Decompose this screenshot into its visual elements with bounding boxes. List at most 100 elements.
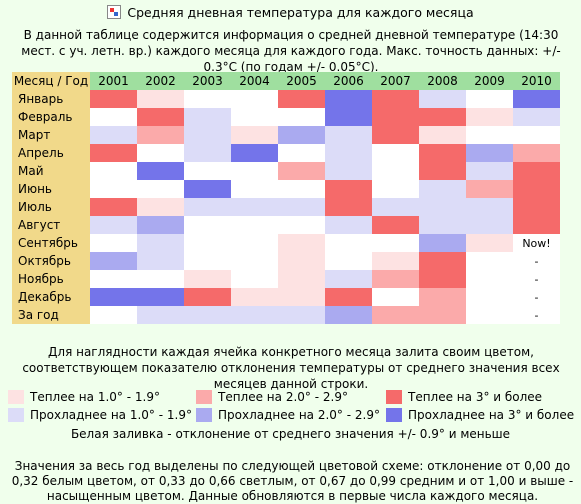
heatmap-cell [419, 144, 466, 162]
table-row: Февраль [12, 108, 560, 126]
table-row: Август [12, 216, 560, 234]
table-row: Июль [12, 198, 560, 216]
heatmap-cell [137, 108, 184, 126]
heatmap-cell [90, 234, 137, 252]
heatmap-cell [278, 252, 325, 270]
title-bar: Средняя дневная температура для каждого … [0, 0, 581, 24]
heatmap-cell [90, 306, 137, 324]
year-header-2010: 2010 [513, 72, 560, 90]
legend-label: Прохладнее на 1.0° - 1.9° [30, 408, 192, 422]
heatmap-cell [90, 288, 137, 306]
heatmap-cell [372, 126, 419, 144]
year-header-2009: 2009 [466, 72, 513, 90]
row-label: За год [12, 306, 90, 324]
heatmap-cell [231, 270, 278, 288]
heatmap-cell [325, 216, 372, 234]
heatmap-cell [231, 234, 278, 252]
heatmap-cell [419, 180, 466, 198]
heatmap-cell [90, 162, 137, 180]
heatmap-cell [137, 162, 184, 180]
legend-swatch [386, 390, 402, 404]
table-row: Май [12, 162, 560, 180]
heatmap-cell [278, 90, 325, 108]
heatmap-cell [419, 90, 466, 108]
heatmap-cell [419, 252, 466, 270]
heatmap-cell [231, 162, 278, 180]
heatmap-cell [278, 288, 325, 306]
heatmap-cell [419, 162, 466, 180]
heatmap-cell [184, 216, 231, 234]
table-row: За год - [12, 306, 560, 324]
heatmap-cell [372, 288, 419, 306]
legend-cool-2: Прохладнее на 2.0° - 2.9° [196, 406, 380, 424]
heatmap-cell [372, 90, 419, 108]
heatmap-cell [278, 108, 325, 126]
heatmap-cell [372, 162, 419, 180]
heatmap-cell [278, 306, 325, 324]
legend-cool-3: Прохладнее на 3° и более [386, 406, 574, 424]
heatmap-cell [90, 270, 137, 288]
heatmap-cell: - [513, 270, 560, 288]
heatmap-cell [325, 252, 372, 270]
heatmap-cell [278, 234, 325, 252]
heatmap-cell [513, 180, 560, 198]
heatmap-cell [231, 126, 278, 144]
heatmap-cell [372, 252, 419, 270]
heatmap-cell [419, 234, 466, 252]
legend-label: Прохладнее на 2.0° - 2.9° [218, 408, 380, 422]
heatmap-cell [184, 234, 231, 252]
heatmap-cell [137, 270, 184, 288]
heatmap-cell [466, 252, 513, 270]
heatmap-cell [137, 252, 184, 270]
corner-header: Месяц / Год [12, 72, 90, 90]
legend-label: Прохладнее на 3° и более [408, 408, 575, 422]
heatmap-cell [184, 252, 231, 270]
row-label: Март [12, 126, 90, 144]
heatmap-cell [90, 180, 137, 198]
heatmap-cell [466, 234, 513, 252]
heatmap-cell [372, 180, 419, 198]
row-label: Май [12, 162, 90, 180]
heatmap-cell [466, 90, 513, 108]
heatmap-cell [513, 216, 560, 234]
year-header-2004: 2004 [231, 72, 278, 90]
temperature-heatmap: Месяц / Год 2001 2002 2003 2004 2005 2006 2007… [12, 72, 560, 324]
heatmap-cell [90, 198, 137, 216]
heatmap-cell [231, 252, 278, 270]
heatmap-cell [513, 90, 560, 108]
heatmap-cell [184, 144, 231, 162]
year-header-2008: 2008 [419, 72, 466, 90]
heatmap-cell [184, 162, 231, 180]
table-row: Октябрь - [12, 252, 560, 270]
heatmap-cell [419, 216, 466, 234]
heatmap-cell [372, 144, 419, 162]
heatmap-cell [325, 198, 372, 216]
heatmap-cell [90, 90, 137, 108]
row-label: Август [12, 216, 90, 234]
heatmap-cell [137, 216, 184, 234]
heatmap-cell [137, 306, 184, 324]
heatmap-cell [278, 180, 325, 198]
heatmap-cell [466, 198, 513, 216]
heatmap-cell [325, 108, 372, 126]
heatmap-cell [466, 306, 513, 324]
table-row: Апрель [12, 144, 560, 162]
footnote-text: Значения за весь год выделены по следующ… [11, 459, 574, 503]
table-row: Сентябрь Now! [12, 234, 560, 252]
heatmap-cell [325, 234, 372, 252]
heatmap-cell [466, 288, 513, 306]
legend-label: Теплее на 2.0° - 2.9° [218, 390, 348, 404]
heatmap-cell [184, 306, 231, 324]
heatmap-cell [466, 126, 513, 144]
heatmap-cell [90, 144, 137, 162]
heatmap-cell [513, 198, 560, 216]
heatmap-cell [325, 90, 372, 108]
heatmap-cell [325, 162, 372, 180]
table-row: Ноябрь - [12, 270, 560, 288]
year-header-2007: 2007 [372, 72, 419, 90]
heatmap-cell [184, 90, 231, 108]
row-label: Декабрь [12, 288, 90, 306]
legend-swatch [386, 408, 402, 422]
heatmap-cell [325, 288, 372, 306]
heatmap-cell [466, 144, 513, 162]
